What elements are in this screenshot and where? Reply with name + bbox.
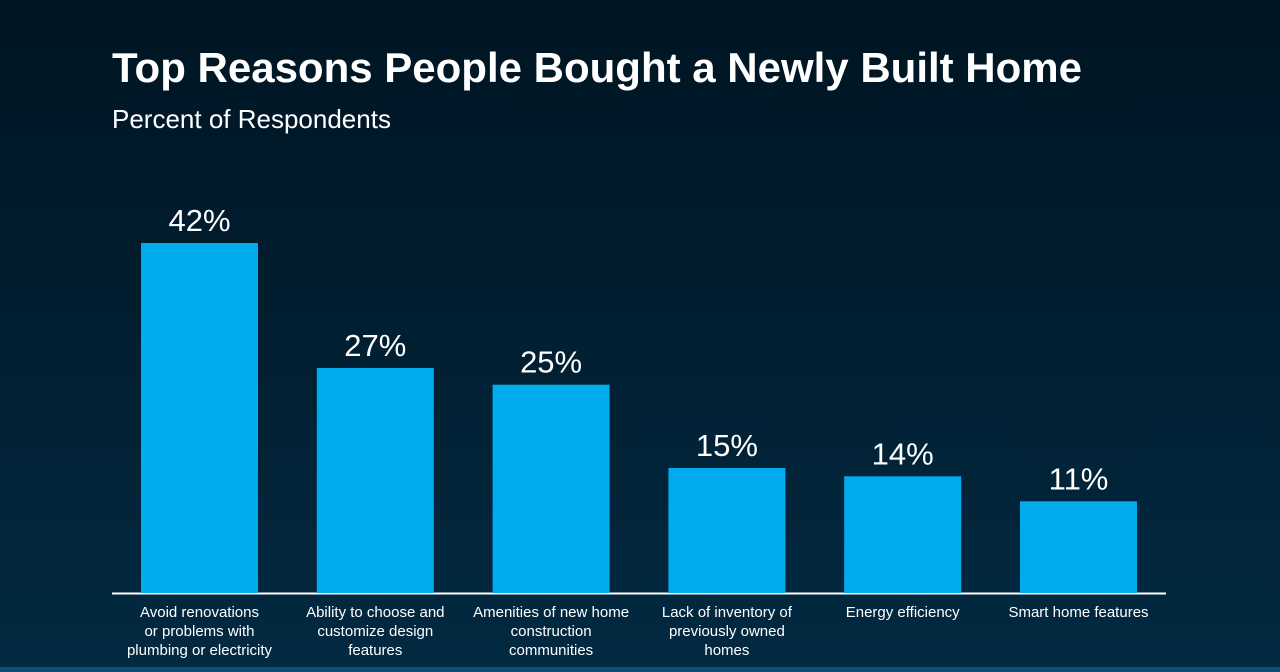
category-label-line: Amenities of new home [473,604,629,621]
category-label-4: Lack of inventory of previously owned home… [662,604,793,659]
category-label-line: features [348,642,402,659]
category-label-line: Lack of inventory of [662,604,793,621]
bar-6 [1020,501,1137,593]
bar-4 [668,468,786,593]
category-label-line: plumbing or electricity [127,642,273,659]
data-label-4: 15% [696,428,758,463]
category-label-line: Avoid renovations [140,604,259,621]
data-label-3: 25% [520,345,582,380]
bar-1 [141,243,258,593]
category-label-line: Energy efficiency [846,604,960,621]
category-label-1: Avoid renovations or problems with plumbin… [127,604,273,659]
category-label-line: homes [704,642,749,659]
data-label-1: 42% [168,203,230,238]
category-label-3: Amenities of new home construction communi… [473,604,629,659]
bar-5 [844,476,962,593]
data-label-6: 11% [1049,461,1109,496]
category-label-line: previously owned [669,623,785,640]
chart-title: Top Reasons People Bought a Newly Built … [112,44,1082,91]
bottom-accent-strip [0,667,1280,672]
category-label-6: Smart home features [1008,604,1148,621]
category-label-line: customize design [317,623,433,640]
bar-3 [492,384,610,593]
category-label-line: construction [511,623,592,640]
category-label-2: Ability to choose and customize design fea… [306,604,444,659]
bar-2 [316,368,434,593]
data-label-2: 27% [344,328,406,363]
category-label-line: communities [509,642,593,659]
category-label-line: or problems with [144,623,254,640]
category-label-line: Ability to choose and [306,604,444,621]
chart-subtitle: Percent of Respondents [112,104,391,134]
data-label-5: 14% [872,436,934,471]
category-label-line: Smart home features [1008,604,1148,621]
category-label-5: Energy efficiency [846,604,960,621]
